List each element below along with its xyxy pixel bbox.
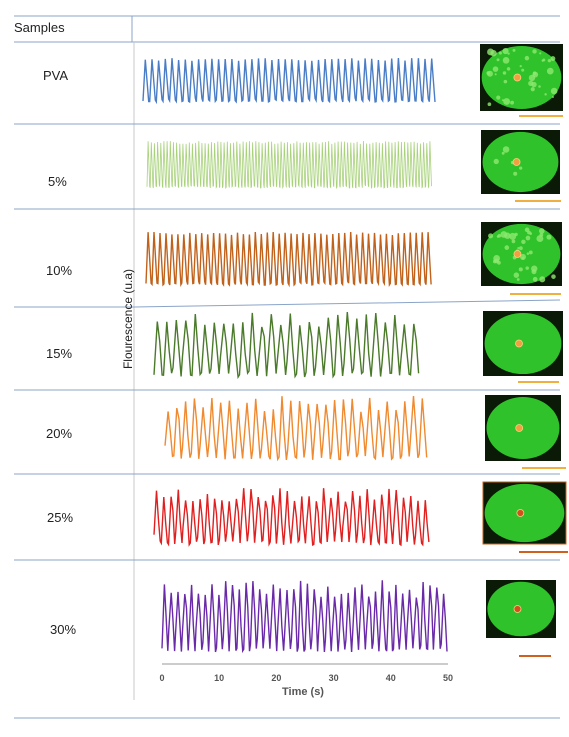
trace-15pct bbox=[153, 312, 420, 380]
cell-image-6 bbox=[486, 580, 556, 638]
x-tick-label: 0 bbox=[159, 673, 165, 683]
cell-image-0 bbox=[480, 44, 563, 111]
x-axis-label: Time (s) bbox=[282, 686, 324, 698]
cell-image-1 bbox=[481, 130, 560, 194]
x-tick-label: 30 bbox=[328, 673, 339, 683]
sample-label-1: 5% bbox=[48, 174, 67, 189]
sample-label-6: 30% bbox=[50, 622, 77, 637]
sample-label-0: PVA bbox=[43, 68, 69, 83]
x-tick-label: 40 bbox=[385, 673, 396, 683]
trace-10pct bbox=[145, 231, 432, 288]
trace-25pct bbox=[153, 488, 430, 547]
y-axis-label: Flourescence (u.a) bbox=[121, 268, 135, 370]
sample-label-5: 25% bbox=[47, 510, 74, 525]
cell-image-4 bbox=[485, 395, 561, 461]
cell-image-5 bbox=[482, 481, 567, 545]
cell-image-3 bbox=[483, 311, 563, 376]
sample-label-2: 10% bbox=[46, 263, 73, 278]
trace-PVA bbox=[142, 58, 436, 105]
x-tick-label: 50 bbox=[442, 673, 454, 683]
samples-header: Samples bbox=[14, 20, 65, 35]
fluorescence-traces bbox=[142, 58, 448, 654]
trace-30pct bbox=[161, 580, 448, 654]
row-separator bbox=[133, 299, 561, 308]
x-tick-label: 20 bbox=[271, 673, 282, 683]
table-lines bbox=[14, 15, 561, 719]
cell-images bbox=[480, 44, 568, 657]
cell-image-2 bbox=[481, 222, 562, 286]
x-tick-label: 10 bbox=[214, 673, 225, 683]
sample-label-3: 15% bbox=[46, 346, 73, 361]
trace-20pct bbox=[164, 396, 428, 462]
trace-5pct bbox=[146, 140, 432, 190]
sample-label-4: 20% bbox=[46, 426, 73, 441]
